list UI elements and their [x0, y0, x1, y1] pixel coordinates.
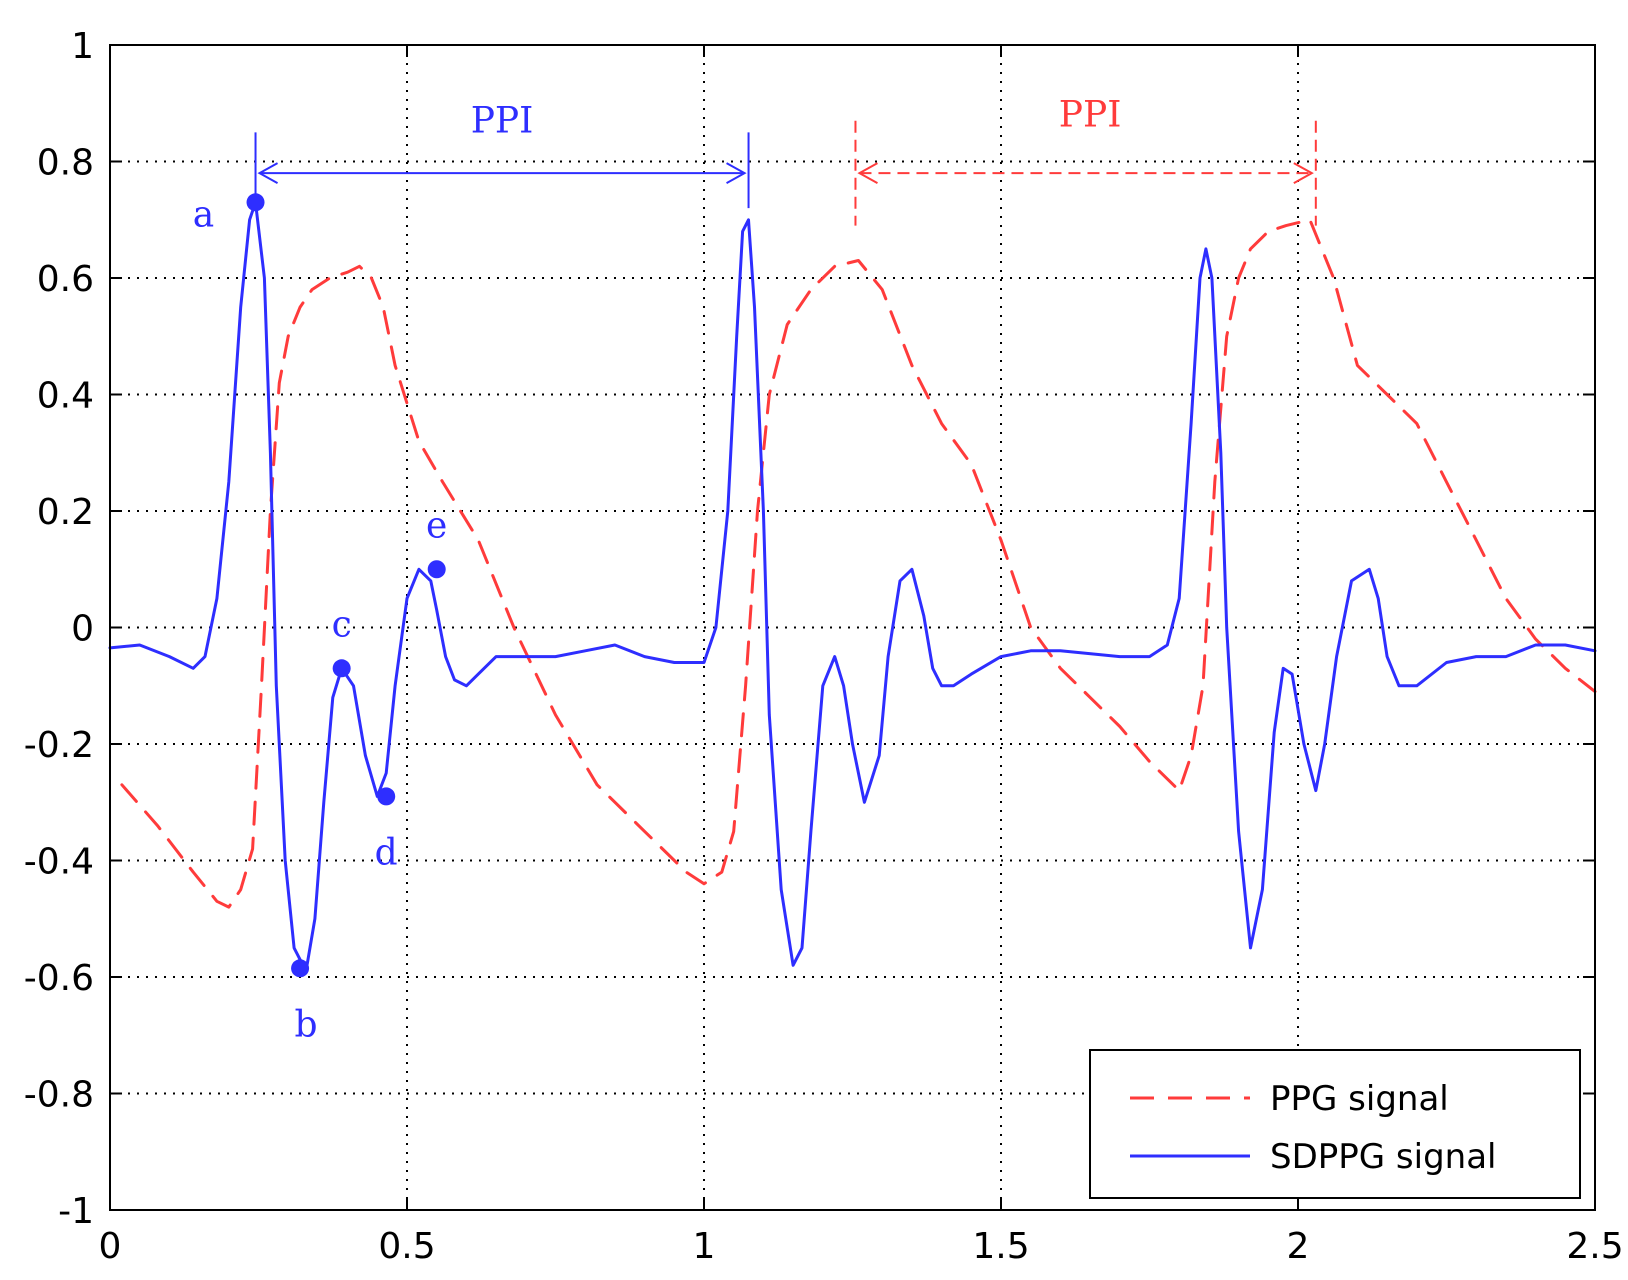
x-tick-label: 2 [1287, 1226, 1310, 1267]
ppi-arrow-head-right [726, 162, 747, 185]
y-tick-label: 0.6 [37, 259, 94, 300]
legend-label-1: PPG signal [1270, 1079, 1449, 1119]
y-tick-label: -0.6 [24, 958, 94, 999]
ppi-label: PPI [471, 100, 534, 141]
legend-label-2: SDPPG signal [1270, 1137, 1497, 1177]
y-tick-label: 1 [71, 26, 94, 67]
y-tick-label: 0.8 [37, 143, 94, 184]
y-tick-label: 0.2 [37, 492, 94, 533]
y-tick-label: 0 [71, 609, 94, 650]
legend: PPG signal SDPPG signal [1089, 1049, 1581, 1199]
ppi-annotation-2: PPI [854, 95, 1317, 226]
marker-point-c [332, 659, 351, 678]
x-tick-label: 2.5 [1566, 1226, 1623, 1267]
sdppg-signal-line [108, 200, 1597, 973]
legend-box [1089, 1049, 1581, 1199]
series-group [108, 200, 1597, 973]
y-tick-label: -0.8 [24, 1075, 94, 1116]
marker-point-b [291, 959, 310, 978]
marker-label-a: a [193, 194, 214, 235]
ppi-arrow-head-left [257, 162, 279, 185]
plot-frame [109, 44, 1596, 1211]
markers: a b c d e [193, 193, 447, 1045]
x-tick-label: 0.5 [378, 1226, 435, 1267]
y-tick-label: 0.4 [37, 376, 94, 417]
x-tick-label: 1 [693, 1226, 716, 1267]
axis-ticks: 0 0.5 1 1.5 2 2.5 -1 -0.8 -0.6 -0.4 -0.2 0 0.2 0.4 0.6… [24, 26, 1624, 1267]
x-tick-label: 1.5 [972, 1226, 1029, 1267]
marker-label-d: d [375, 832, 398, 873]
marker-point-d [377, 787, 396, 806]
y-tick-label: -0.4 [24, 842, 94, 883]
ppi-arrow-head-right [1293, 162, 1314, 185]
ppi-arrow-head-left [857, 162, 878, 185]
marker-label-c: c [332, 604, 352, 645]
y-tick-label: -1 [58, 1191, 94, 1232]
marker-label-e: e [426, 505, 447, 546]
marker-point-e [427, 560, 446, 579]
x-tick-label: 0 [99, 1226, 122, 1267]
marker-label-b: b [295, 1004, 318, 1045]
ppi-label: PPI [1059, 95, 1122, 136]
ppg-signal-line [120, 218, 1597, 909]
marker-point-a [246, 193, 265, 212]
y-tick-label: -0.2 [24, 725, 94, 766]
